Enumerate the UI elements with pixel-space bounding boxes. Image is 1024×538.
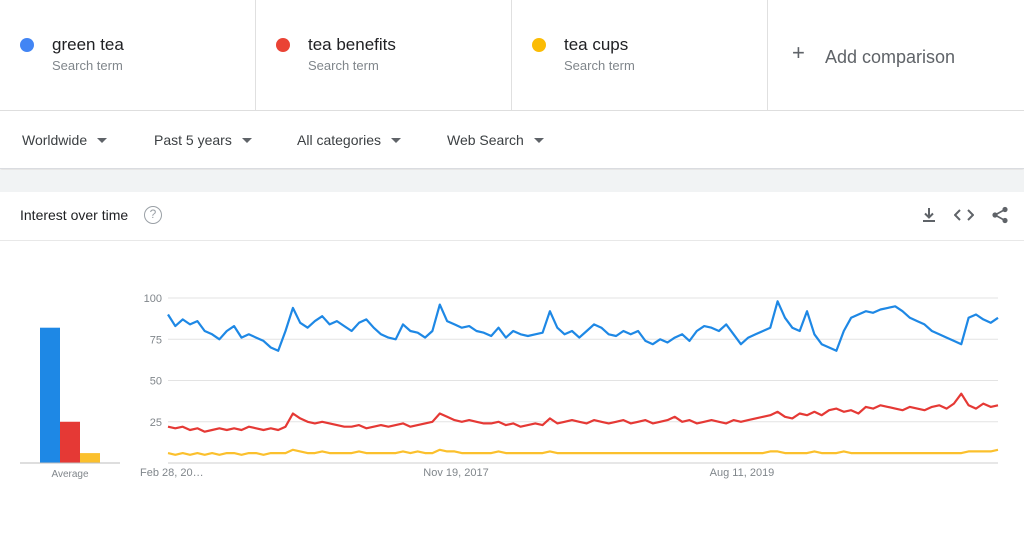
x-tick-label: Feb 28, 20… — [140, 467, 204, 479]
search-term-card-3[interactable]: tea cups Search term — [512, 0, 768, 110]
caret-down-icon — [533, 138, 544, 143]
download-icon[interactable] — [918, 204, 940, 226]
card-title: Interest over time — [20, 207, 129, 223]
interest-over-time-card: Interest over time ? Average 100 75 50 25 — [0, 192, 1024, 538]
search-term-card-1[interactable]: green tea Search term — [0, 0, 256, 110]
y-tick-label: 25 — [150, 417, 162, 429]
filter-region-dropdown[interactable]: Worldwide — [22, 132, 108, 148]
average-bar-tea-cups — [80, 453, 100, 463]
search-term-name[interactable]: green tea — [52, 35, 124, 54]
share-icon[interactable] — [989, 204, 1011, 226]
add-comparison-button[interactable]: + Add comparison — [768, 0, 1024, 110]
search-terms-bar: green tea Search term tea benefits Searc… — [0, 0, 1024, 111]
average-bar-tea-benefits — [60, 421, 80, 463]
term-color-dot — [276, 38, 290, 52]
add-comparison-label: Add comparison — [825, 47, 956, 67]
series-line-tea-cups — [167, 448, 999, 456]
caret-down-icon — [97, 138, 108, 143]
series-line-green-tea — [167, 300, 999, 352]
y-tick-label: 75 — [150, 334, 162, 346]
average-bar-green-tea — [40, 327, 60, 463]
term-color-dot — [20, 38, 34, 52]
help-icon[interactable]: ? — [144, 206, 162, 224]
search-term-subtitle: Search term — [564, 58, 635, 73]
filter-label: Past 5 years — [154, 132, 232, 148]
filter-category-dropdown[interactable]: All categories — [297, 132, 402, 148]
x-tick-label: Nov 19, 2017 — [423, 467, 488, 479]
filter-time-dropdown[interactable]: Past 5 years — [154, 132, 252, 148]
search-term-name[interactable]: tea benefits — [308, 35, 396, 54]
filter-search-type-dropdown[interactable]: Web Search — [447, 132, 544, 148]
series-line-tea-benefits — [167, 392, 999, 433]
average-label: Average — [51, 469, 89, 480]
y-tick-label: 50 — [150, 376, 162, 388]
term-color-dot — [532, 38, 546, 52]
caret-down-icon — [241, 138, 252, 143]
search-term-subtitle: Search term — [52, 58, 123, 73]
plus-icon: + — [792, 40, 805, 65]
search-term-subtitle: Search term — [308, 58, 379, 73]
x-tick-label: Aug 11, 2019 — [710, 467, 775, 479]
caret-down-icon — [391, 138, 402, 143]
filter-label: Web Search — [447, 132, 524, 148]
filter-label: All categories — [297, 132, 382, 148]
search-term-name[interactable]: tea cups — [564, 35, 629, 54]
filter-label: Worldwide — [22, 132, 88, 148]
card-header: Interest over time ? — [0, 192, 1024, 241]
interest-chart: Average 100 75 50 25 Feb 28, 20… Nov 19, 201… — [20, 293, 999, 480]
filters-bar: Worldwide Past 5 years All categories We… — [0, 111, 1024, 169]
y-tick-label: 100 — [144, 293, 162, 305]
search-term-card-2[interactable]: tea benefits Search term — [256, 0, 512, 110]
section-divider — [0, 170, 1024, 192]
embed-icon[interactable] — [953, 204, 975, 226]
